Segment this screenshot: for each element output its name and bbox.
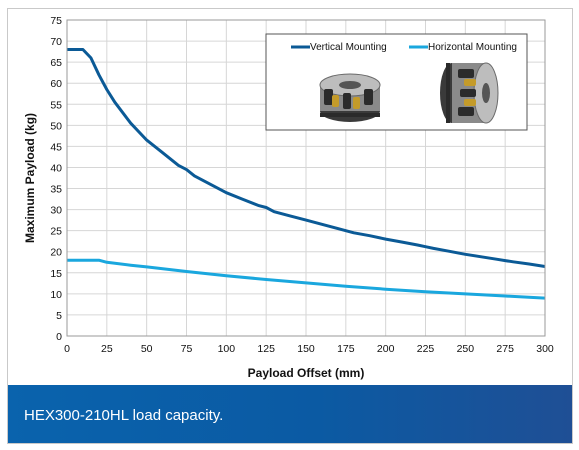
y-tick-label: 55 [50,99,62,111]
x-tick-label: 175 [337,343,355,355]
legend-label-vertical: Vertical Mounting [310,42,387,53]
legend-label-horizontal: Horizontal Mounting [428,42,517,53]
x-tick-label: 0 [64,343,70,355]
y-tick-label: 40 [50,162,62,174]
caption-bar: HEX300-210HL load capacity. [8,385,572,443]
x-tick-labels: 0 25 50 75 100 125 150 175 200 225 250 275 300 [64,343,554,355]
chart-legend: Vertical Mounting Horizontal Mounting [265,33,528,131]
y-tick-label: 75 [50,15,62,27]
load-capacity-chart: 0 5 10 15 20 25 30 35 40 45 50 55 60 65 70 75 0 25 50 75 10… [23,15,554,380]
y-tick-label: 20 [50,247,62,259]
y-tick-label: 30 [50,205,62,217]
x-tick-label: 300 [536,343,554,355]
y-tick-label: 35 [50,184,62,196]
y-tick-label: 5 [56,310,62,322]
y-tick-label: 45 [50,141,62,153]
y-tick-label: 0 [56,331,62,343]
y-tick-label: 10 [50,289,62,301]
y-tick-label: 15 [50,268,62,280]
x-tick-label: 150 [297,343,315,355]
x-axis-title: Payload Offset (mm) [248,366,365,380]
y-tick-label: 65 [50,57,62,69]
y-tick-labels: 0 5 10 15 20 25 30 35 40 45 50 55 60 65 70 75 [50,15,62,343]
series-line-vertical-mounting [67,48,546,268]
x-tick-label: 200 [377,343,395,355]
y-tick-label: 50 [50,120,62,132]
vertical-mount-hexapod-image [319,73,381,122]
y-axis-title: Maximum Payload (kg) [23,113,37,243]
x-tick-label: 125 [257,343,275,355]
y-tick-label: 25 [50,226,62,238]
series-line-horizontal-mounting [67,258,546,300]
x-tick-label: 100 [218,343,236,355]
x-tick-label: 275 [496,343,514,355]
y-tick-label: 70 [50,36,62,48]
figure-caption: HEX300-210HL load capacity. [24,407,224,424]
x-tick-label: 50 [141,343,153,355]
figure-card: 0 5 10 15 20 25 30 35 40 45 50 55 60 65 70 75 0 25 50 75 10… [7,8,573,444]
series-lines [67,48,546,300]
x-tick-label: 250 [457,343,475,355]
x-tick-label: 225 [417,343,435,355]
x-tick-label: 25 [101,343,113,355]
y-tick-label: 60 [50,78,62,90]
x-tick-label: 75 [181,343,193,355]
horizontal-mount-hexapod-image [440,62,499,124]
plot-frame [66,19,546,337]
